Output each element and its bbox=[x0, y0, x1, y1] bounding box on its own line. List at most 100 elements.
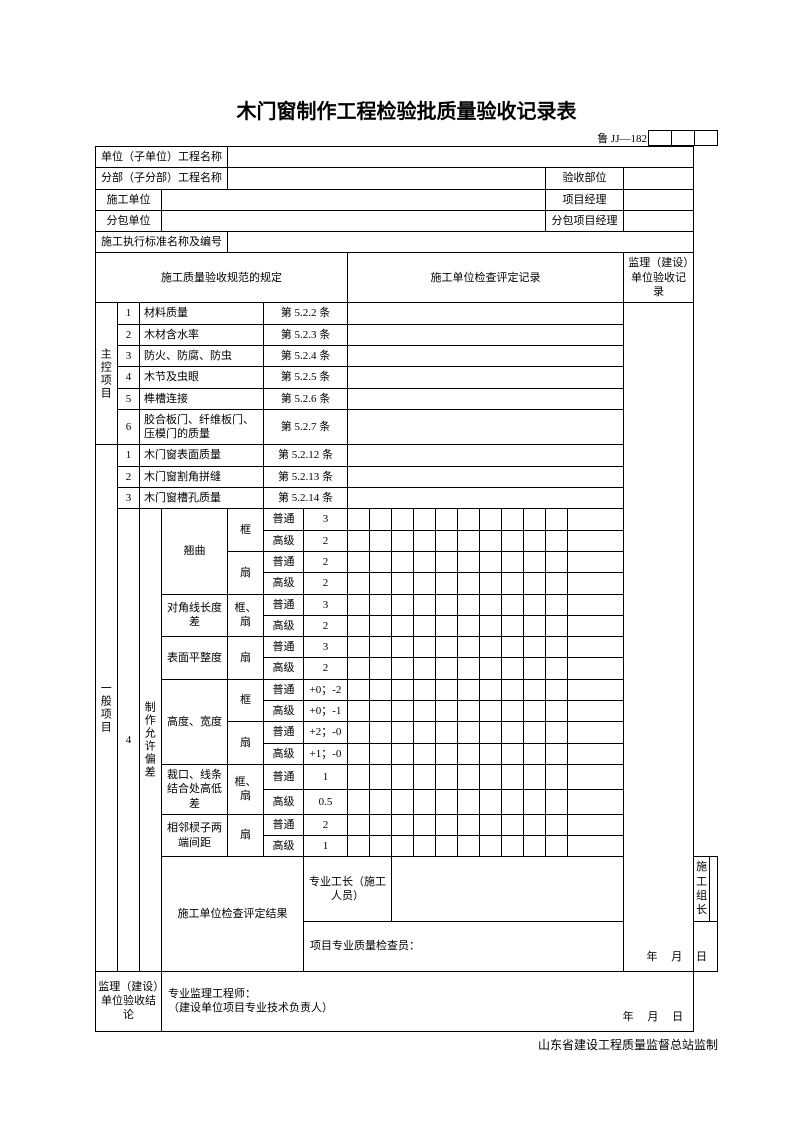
code-box bbox=[694, 130, 718, 146]
item-num: 1 bbox=[118, 445, 140, 466]
item-num: 1 bbox=[118, 303, 140, 324]
item-name: 木门窗割角拼缝 bbox=[140, 466, 264, 487]
dev-val: 3 bbox=[304, 509, 348, 530]
date-m: 月 bbox=[647, 1011, 658, 1023]
dev-grade: 普通 bbox=[264, 637, 304, 658]
project-mgr-label: 项目经理 bbox=[546, 189, 624, 210]
item-name: 木门窗表面质量 bbox=[140, 445, 264, 466]
item-name: 胶合板门、纤维板门、压模门的质量 bbox=[140, 409, 264, 445]
dev-grade: 普通 bbox=[264, 722, 304, 743]
subcontract-mgr-label: 分包项目经理 bbox=[546, 210, 624, 231]
item-num: 4 bbox=[118, 367, 140, 388]
item-ref: 第 5.2.2 条 bbox=[264, 303, 348, 324]
dev-val: 1 bbox=[304, 764, 348, 789]
item-ref: 第 5.2.6 条 bbox=[264, 388, 348, 409]
dev-part: 框、扇 bbox=[228, 594, 264, 637]
dev-val: 2 bbox=[304, 573, 348, 594]
item-name: 材料质量 bbox=[140, 303, 264, 324]
dev-grade: 普通 bbox=[264, 764, 304, 789]
qc-label: 项目专业质量检查员： bbox=[310, 940, 420, 952]
item-ref: 第 5.2.13 条 bbox=[264, 466, 348, 487]
table-row: 施工单位检查评定结果 专业工长（施工人员） 施工组长 bbox=[96, 857, 718, 921]
dev-grade: 高级 bbox=[264, 743, 304, 764]
code-row: 鲁 JJ—182 bbox=[95, 130, 718, 146]
dev-val: 3 bbox=[304, 637, 348, 658]
date-d: 日 bbox=[696, 951, 707, 963]
unit-project-label: 单位（子单位）工程名称 bbox=[96, 147, 228, 168]
dev-grade: 高级 bbox=[264, 573, 304, 594]
table-row: 分部（子分部）工程名称 验收部位 bbox=[96, 168, 718, 189]
item-num: 3 bbox=[118, 345, 140, 366]
reg-header: 施工质量验收规范的规定 bbox=[96, 253, 348, 303]
item-ref: 第 5.2.7 条 bbox=[264, 409, 348, 445]
dev-val: 2 bbox=[304, 658, 348, 679]
code-box bbox=[671, 130, 695, 146]
dev-val: 2 bbox=[304, 551, 348, 572]
dev-name: 对角线长度差 bbox=[162, 594, 228, 637]
dev-grade: 高级 bbox=[264, 658, 304, 679]
dev-grade: 高级 bbox=[264, 836, 304, 857]
dev-grade: 普通 bbox=[264, 551, 304, 572]
date-m: 月 bbox=[671, 951, 682, 963]
dev-part: 框 bbox=[228, 509, 264, 552]
dev-val: 2 bbox=[304, 814, 348, 835]
item-num: 5 bbox=[118, 388, 140, 409]
dev-part: 扇 bbox=[228, 551, 264, 594]
item-name: 榫槽连接 bbox=[140, 388, 264, 409]
table-row: 施工质量验收规范的规定 施工单位检查评定记录 监理（建设）单位验收记录 bbox=[96, 253, 718, 303]
general-label: 一般项目 bbox=[98, 682, 112, 734]
item-name: 木门窗槽孔质量 bbox=[140, 488, 264, 509]
table-row: 施工执行标准名称及编号 bbox=[96, 232, 718, 253]
standard-label: 施工执行标准名称及编号 bbox=[96, 232, 228, 253]
dev-val: +2；-0 bbox=[304, 722, 348, 743]
dev-label: 制作允许偏差 bbox=[142, 701, 156, 779]
supervise-record-header: 监理（建设）单位验收记录 bbox=[624, 253, 694, 303]
dev-grade: 普通 bbox=[264, 814, 304, 835]
date-y: 年 bbox=[623, 1011, 634, 1023]
supervisor-eng: 专业监理工程师： bbox=[168, 988, 256, 1000]
doc-title: 木门窗制作工程检验批质量验收记录表 bbox=[95, 95, 718, 124]
doc-code: 鲁 JJ—182 bbox=[597, 130, 647, 146]
dev-part: 扇 bbox=[228, 722, 264, 765]
dev-part: 框、扇 bbox=[228, 764, 264, 814]
item-name: 木材含水率 bbox=[140, 324, 264, 345]
dev-grade: 高级 bbox=[264, 789, 304, 814]
dev-val: 3 bbox=[304, 594, 348, 615]
dev-grade: 高级 bbox=[264, 615, 304, 636]
table-row: 施工单位 项目经理 bbox=[96, 189, 718, 210]
dev-part: 框 bbox=[228, 679, 264, 722]
sub-project-label: 分部（子分部）工程名称 bbox=[96, 168, 228, 189]
item-name: 木节及虫眼 bbox=[140, 367, 264, 388]
item-num: 3 bbox=[118, 488, 140, 509]
dev-val: 2 bbox=[304, 530, 348, 551]
main-ctrl-label: 主控项目 bbox=[98, 348, 112, 400]
table-row: 主控项目 1 材料质量 第 5.2.2 条 bbox=[96, 303, 718, 324]
check-result-label: 施工单位检查评定结果 bbox=[162, 857, 304, 971]
dev-val: +0；-2 bbox=[304, 679, 348, 700]
supervisor-note: （建设单位项目专业技术负责人） bbox=[168, 1002, 333, 1014]
item-ref: 第 5.2.5 条 bbox=[264, 367, 348, 388]
dev-val: +0；-1 bbox=[304, 701, 348, 722]
dev-grade: 普通 bbox=[264, 509, 304, 530]
dev-val: 1 bbox=[304, 836, 348, 857]
dev-name: 表面平整度 bbox=[162, 637, 228, 680]
item-num: 2 bbox=[118, 324, 140, 345]
table-row: 分包单位 分包项目经理 bbox=[96, 210, 718, 231]
dev-grade: 高级 bbox=[264, 530, 304, 551]
dev-name: 高度、宽度 bbox=[162, 679, 228, 764]
item-ref: 第 5.2.3 条 bbox=[264, 324, 348, 345]
date-d: 日 bbox=[672, 1011, 683, 1023]
item-name: 防火、防腐、防虫 bbox=[140, 345, 264, 366]
table-row: 单位（子单位）工程名称 bbox=[96, 147, 718, 168]
main-table: 单位（子单位）工程名称 分部（子分部）工程名称 验收部位 施工单位 项目经理 分… bbox=[95, 146, 718, 1032]
foreman-label: 专业工长（施工人员） bbox=[304, 857, 392, 921]
dev-grade: 普通 bbox=[264, 679, 304, 700]
table-row: 监理（建设）单位验收结论 专业监理工程师： （建设单位项目专业技术负责人） 年 … bbox=[96, 971, 718, 1031]
item-ref: 第 5.2.4 条 bbox=[264, 345, 348, 366]
code-box bbox=[648, 130, 672, 146]
item-num: 6 bbox=[118, 409, 140, 445]
dev-val: 2 bbox=[304, 615, 348, 636]
item-num: 2 bbox=[118, 466, 140, 487]
construct-unit-label: 施工单位 bbox=[96, 189, 162, 210]
dev-name: 翘曲 bbox=[162, 509, 228, 594]
